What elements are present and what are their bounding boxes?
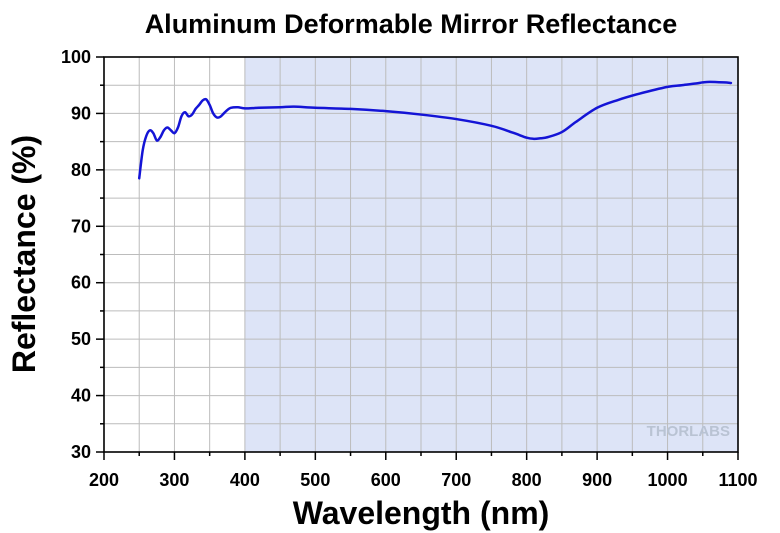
y-tick-label: 80: [71, 160, 91, 180]
x-tick-label: 600: [371, 470, 401, 490]
y-tick-label: 60: [71, 273, 91, 293]
x-tick-labels: 200 300 400 500 600 700 800 900 1000 1100: [89, 470, 758, 490]
y-tick-labels: 30 40 50 60 70 80 90 100: [61, 47, 91, 462]
x-tick-label: 500: [300, 470, 330, 490]
x-tick-label: 900: [582, 470, 612, 490]
chart-title: Aluminum Deformable Mirror Reflectance: [145, 9, 678, 39]
y-axis-label: Reflectance (%): [6, 135, 42, 373]
x-tick-label: 800: [512, 470, 542, 490]
x-axis-label: Wavelength (nm): [293, 495, 550, 531]
axis-ticks: [96, 56, 739, 460]
y-tick-label: 90: [71, 103, 91, 123]
x-tick-label: 1100: [718, 470, 757, 490]
y-tick-label: 100: [61, 47, 91, 67]
y-tick-label: 30: [71, 442, 91, 462]
y-tick-label: 50: [71, 329, 91, 349]
x-tick-label: 300: [159, 470, 189, 490]
reflectance-series-line: [137, 80, 733, 180]
x-tick-label: 1000: [648, 470, 688, 490]
y-tick-label: 40: [71, 386, 91, 406]
grid: [104, 57, 738, 452]
x-tick-label: 700: [441, 470, 471, 490]
x-tick-label: 200: [89, 470, 119, 490]
plot-area: THORLABS: [103, 56, 739, 453]
thorlabs-watermark: THORLABS: [647, 423, 730, 440]
y-tick-label: 70: [71, 216, 91, 236]
x-tick-label: 400: [230, 470, 260, 490]
